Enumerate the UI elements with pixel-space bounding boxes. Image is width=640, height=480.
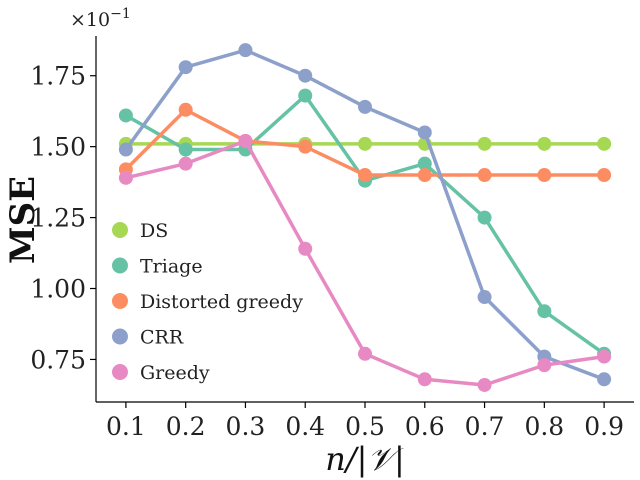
y-tick-label: 1.00 bbox=[30, 275, 86, 304]
data-point-triage bbox=[537, 304, 552, 319]
x-tick-label: 0.1 bbox=[106, 412, 146, 441]
data-point-crr bbox=[597, 372, 612, 387]
data-point-crr bbox=[477, 290, 492, 305]
data-point-ds bbox=[597, 136, 612, 151]
data-point-distorted-greedy bbox=[477, 168, 492, 183]
data-point-greedy bbox=[118, 170, 133, 185]
data-point-triage bbox=[417, 156, 432, 171]
legend-marker-triage bbox=[112, 257, 128, 274]
data-point-greedy bbox=[238, 133, 253, 148]
legend-label-crr: CRR bbox=[140, 327, 184, 349]
data-point-triage bbox=[178, 142, 193, 157]
series-group bbox=[118, 43, 612, 392]
x-tick-label: 0.5 bbox=[345, 412, 385, 441]
data-point-distorted-greedy bbox=[597, 168, 612, 183]
x-tick-label: 0.6 bbox=[405, 412, 445, 441]
legend-label-ds: DS bbox=[140, 220, 168, 242]
data-point-greedy bbox=[298, 241, 313, 256]
x-tick-label: 0.4 bbox=[285, 412, 325, 441]
y-multiplier: ×10−1 bbox=[70, 6, 131, 31]
data-point-crr bbox=[178, 60, 193, 75]
series-line-crr bbox=[124, 48, 605, 381]
legend-marker-greedy bbox=[112, 364, 128, 380]
x-tick-label: 0.2 bbox=[166, 412, 206, 441]
data-point-greedy bbox=[537, 358, 552, 373]
y-tick-label: 1.50 bbox=[30, 133, 86, 162]
data-point-triage bbox=[298, 88, 313, 103]
x-tick-label: 0.8 bbox=[524, 412, 564, 441]
x-tick-label: 0.3 bbox=[226, 412, 266, 441]
y-multiplier-base: ×10 bbox=[70, 9, 110, 31]
data-point-greedy bbox=[417, 372, 432, 387]
legend-marker-crr bbox=[112, 328, 128, 345]
legend-marker-ds bbox=[112, 222, 128, 238]
data-point-distorted-greedy bbox=[298, 139, 313, 154]
data-point-ds bbox=[358, 136, 372, 151]
series-line-triage bbox=[125, 93, 606, 356]
x-tick-label: 0.9 bbox=[584, 412, 624, 441]
y-multiplier-exp: −1 bbox=[110, 6, 131, 22]
legend-marker-distorted-greedy bbox=[112, 293, 128, 309]
data-point-crr bbox=[298, 68, 313, 83]
series-triage bbox=[118, 88, 612, 361]
series-crr bbox=[118, 43, 612, 387]
legend-label-triage: Triage bbox=[140, 256, 203, 278]
data-point-crr bbox=[118, 142, 133, 157]
ticks: 0.1 0.2 0.3 0.4 0.5 0.6 0.7 0.8 0.9 0.75 1.00 1.25 1… bbox=[30, 62, 624, 441]
data-point-crr bbox=[358, 99, 372, 114]
x-tick-label: 0.7 bbox=[465, 412, 505, 441]
y-tick-label: 1.25 bbox=[30, 204, 86, 233]
legend: DS Triage Distorted greedy CRR Greedy bbox=[112, 220, 303, 384]
data-point-greedy bbox=[477, 377, 492, 392]
data-point-greedy bbox=[358, 346, 372, 361]
data-point-distorted-greedy bbox=[417, 168, 432, 183]
data-point-crr bbox=[417, 125, 432, 140]
data-point-crr bbox=[238, 43, 253, 58]
legend-label-distorted-greedy: Distorted greedy bbox=[140, 291, 303, 313]
data-point-triage bbox=[477, 210, 492, 225]
data-point-ds bbox=[537, 136, 552, 151]
data-point-triage bbox=[118, 108, 133, 123]
series-greedy bbox=[118, 133, 612, 392]
data-point-ds bbox=[477, 136, 492, 151]
legend-label-greedy: Greedy bbox=[140, 362, 210, 384]
data-point-greedy bbox=[178, 156, 193, 171]
data-point-distorted-greedy bbox=[178, 102, 193, 117]
data-point-greedy bbox=[597, 349, 612, 364]
y-axis-label: MSE bbox=[3, 176, 43, 264]
y-tick-label: 1.75 bbox=[30, 62, 86, 91]
y-tick-label: 0.75 bbox=[30, 345, 86, 374]
data-point-distorted-greedy bbox=[537, 168, 552, 183]
x-axis-label: n/|𝒱| bbox=[325, 440, 405, 478]
data-point-distorted-greedy bbox=[358, 168, 372, 183]
